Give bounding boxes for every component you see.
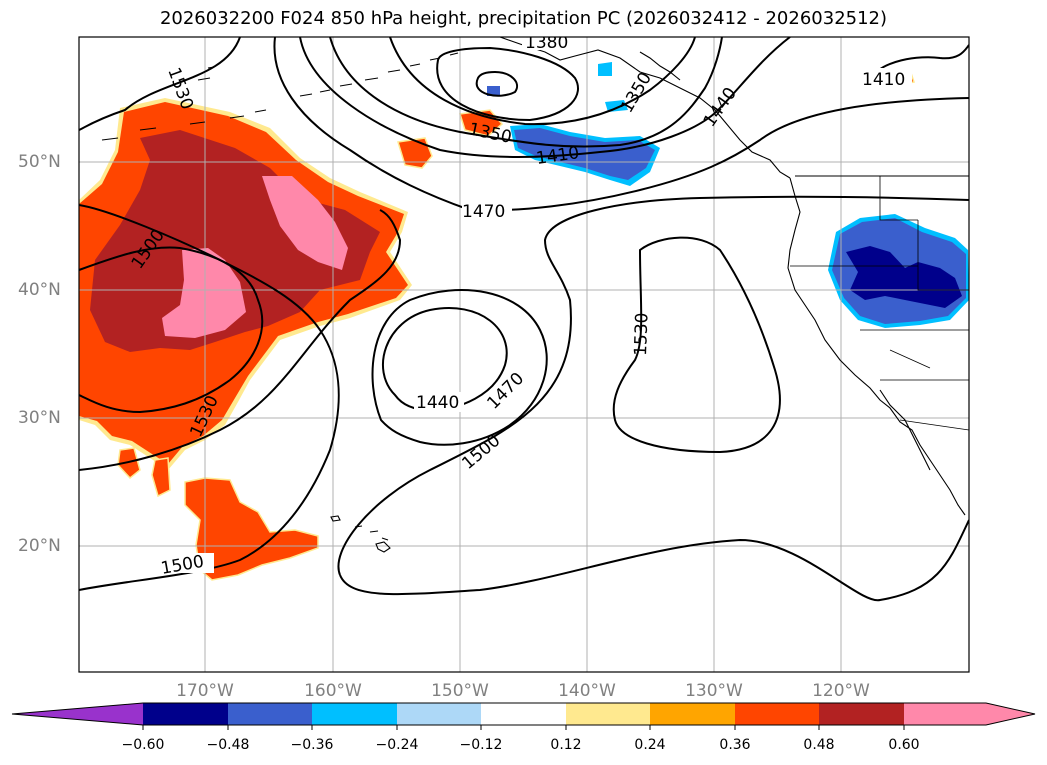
lat-label-20n: 20°N (18, 536, 61, 556)
colorbar-segment (819, 703, 904, 725)
colorbar-segment (143, 703, 228, 725)
chart-title: 2026032200 F024 850 hPa height, precipit… (159, 8, 888, 29)
colorbar-tick: 0.48 (803, 737, 835, 753)
coastlines (101, 37, 969, 553)
colorbar-tick: −0.36 (290, 737, 334, 753)
colorbar-tick: −0.60 (121, 737, 165, 753)
contour-label-1530-east: 1530 (631, 312, 652, 356)
colorbar-segment (312, 703, 397, 725)
lon-label-160w: 160°W (304, 681, 362, 701)
colorbar-tick: 0.36 (719, 737, 751, 753)
lon-label-170w: 170°W (176, 681, 234, 701)
colorbar-tick: −0.48 (206, 737, 250, 753)
contour-label-1380: 1380 (525, 33, 568, 53)
colorbar-extend-max (904, 703, 1035, 725)
height-contours (79, 37, 969, 602)
colorbar-tick: 0.12 (550, 737, 582, 753)
lat-label-50n: 50°N (18, 152, 61, 172)
colorbar-segment (228, 703, 312, 725)
colorbar-extend-min (12, 703, 143, 725)
colorbar-tick: 0.24 (634, 737, 666, 753)
grid-lines (79, 37, 969, 672)
negative-precip (487, 62, 969, 328)
positive-precip-west (79, 69, 915, 581)
colorbar-segment (650, 703, 735, 725)
colorbar-tick: −0.12 (459, 737, 503, 753)
contour-label-1470-north: 1470 (462, 202, 505, 222)
colorbar-segment (566, 703, 650, 725)
colorbar-tick: −0.24 (375, 737, 419, 753)
lat-label-40n: 40°N (18, 280, 61, 300)
lon-label-140w: 140°W (558, 681, 616, 701)
contour-label-1410-ne: 1410 (862, 70, 905, 90)
lon-label-150w: 150°W (431, 681, 489, 701)
colorbar-segment (481, 703, 566, 725)
colorbar-segment (397, 703, 481, 725)
map-area: 1380 1410 1410 1350 1350 1440 1530 1470 … (79, 33, 969, 672)
colorbar (11, 702, 1036, 730)
map-frame (78, 36, 970, 673)
colorbar-segment (735, 703, 819, 725)
lon-label-120w: 120°W (812, 681, 870, 701)
lon-label-130w: 130°W (685, 681, 743, 701)
lat-label-30n: 30°N (18, 408, 61, 428)
contour-label-1440: 1440 (416, 393, 459, 413)
colorbar-tick: 0.60 (888, 737, 920, 753)
